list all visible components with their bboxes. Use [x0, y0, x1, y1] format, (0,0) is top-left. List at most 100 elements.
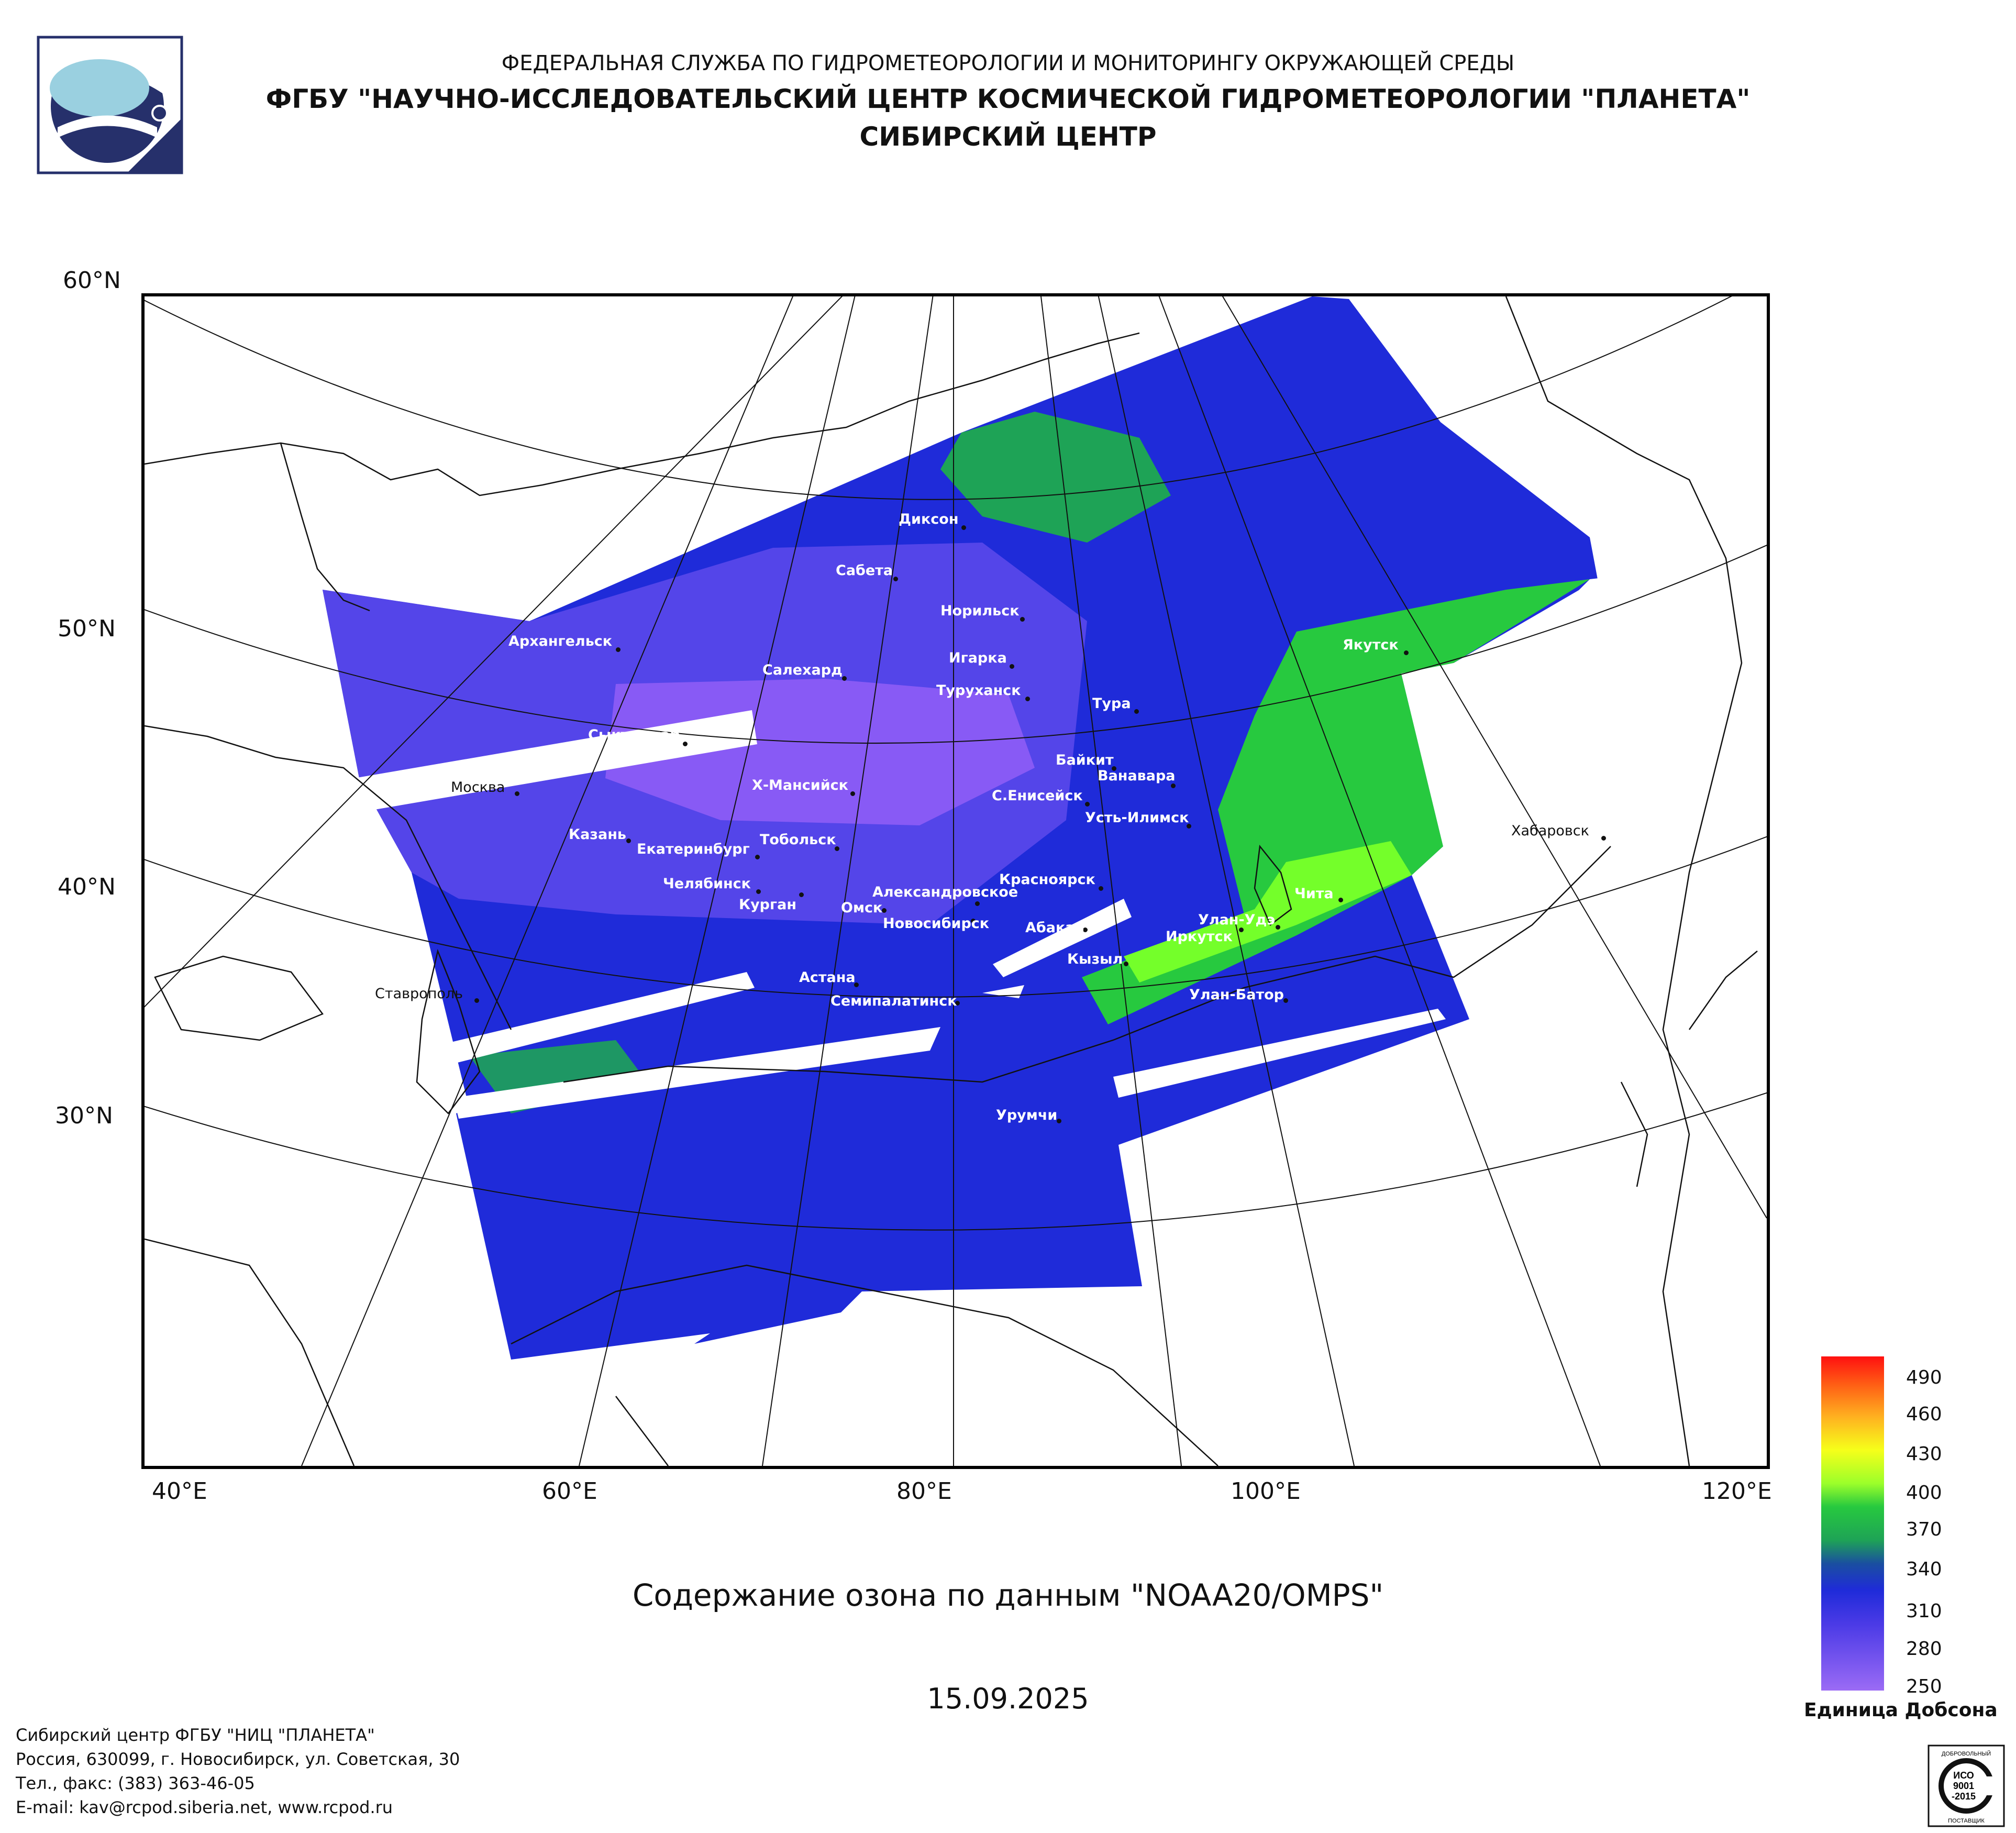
city-dot [893, 577, 898, 581]
legend-value-460: 460 [1906, 1404, 1942, 1425]
data-gap [1401, 558, 1767, 1466]
city-label-kurgan: Курган [739, 897, 796, 913]
center-title: СИБИРСКИЙ ЦЕНТР [859, 122, 1157, 152]
map-canvas [145, 296, 1767, 1466]
city-label-ust-ilimsk: Усть-Илимск [1085, 810, 1189, 826]
city-dot [1025, 697, 1030, 701]
svg-text:ДОБРОВОЛЬНЫЙ: ДОБРОВОЛЬНЫЙ [1942, 1750, 1991, 1757]
city-label-tobolsk: Тобольск [760, 832, 836, 848]
legend-value-340: 340 [1906, 1559, 1942, 1580]
footer-address: Россия, 630099, г. Новосибирск, ул. Сове… [16, 1749, 460, 1769]
meridian-90e [1040, 296, 1182, 1466]
himalaya-border [511, 1264, 1219, 1466]
parallel-50n [145, 544, 1767, 744]
city-label-kyzyl: Кызыл [1067, 951, 1123, 967]
map-subtitle: Содержание озона по данным "NOAA20/OMPS" [632, 1577, 1384, 1613]
city-dot [1057, 1119, 1061, 1123]
city-label-turukhansk: Туруханск [936, 682, 1021, 699]
city-label-dikson: Диксон [899, 511, 959, 527]
city-label-chelyabinsk: Челябинск [663, 876, 751, 892]
lon-label-60e: 60°E [542, 1478, 597, 1505]
ozone-high-east [1082, 579, 1590, 1024]
india-coast [615, 1396, 669, 1466]
city-label-igarka: Игарка [949, 650, 1007, 666]
city-dot [1187, 824, 1191, 829]
graticule [145, 296, 1767, 1466]
lon-label-100e: 100°E [1231, 1478, 1301, 1505]
city-dot [1083, 927, 1088, 932]
legend-value-490: 490 [1906, 1367, 1942, 1388]
city-dot [1171, 783, 1176, 788]
city-dot [1085, 802, 1090, 807]
city-dot [1134, 709, 1139, 714]
city-dot [616, 647, 621, 652]
lat-label-40n: 40°N [58, 874, 116, 900]
city-dot [799, 892, 804, 897]
city-label-aleksandrovskoe: Александровское [872, 884, 1018, 900]
lat-label-50n: 50°N [58, 615, 116, 642]
city-label-yakutsk: Якутск [1343, 637, 1399, 653]
footer-org: Сибирский центр ФГБУ "НИЦ "ПЛАНЕТА" [16, 1725, 375, 1745]
lon-label-80e: 80°E [896, 1478, 952, 1505]
lon-label-40e: 40°E [152, 1478, 207, 1505]
svg-text:ПОСТАВЩИК: ПОСТАВЩИК [1948, 1818, 1985, 1824]
city-label-sabeta: Сабета [836, 562, 893, 579]
ozone-swath [323, 296, 1767, 1466]
city-dot [842, 676, 847, 681]
city-dot [755, 855, 760, 859]
planeta-logo [37, 36, 183, 174]
legend-value-280: 280 [1906, 1638, 1942, 1660]
svg-text:ИСО: ИСО [1953, 1770, 1974, 1781]
footer-phone: Тел., факс: (383) 363-46-05 [16, 1773, 255, 1793]
city-dot [1124, 962, 1128, 966]
iso-certification-badge: ДОБРОВОЛЬНЫЙ ИСО 9001 -2015 ПОСТАВЩИК [1928, 1744, 2005, 1827]
city-dot [683, 742, 688, 746]
city-label-novosibirsk: Новосибирск [883, 915, 990, 932]
footer-email: E-mail: kav@rcpod.siberia.net, www.rcpod… [16, 1797, 393, 1817]
scandinavia-coast [280, 443, 370, 612]
city-dot [756, 889, 761, 894]
city-dot [1020, 617, 1025, 622]
data-gap [453, 1027, 940, 1119]
parallel-40n [145, 836, 1767, 998]
city-label-urumqi: Урумчи [996, 1107, 1058, 1123]
city-label-ulan-ude: Улан-Удэ [1198, 912, 1276, 928]
svg-text:-2015: -2015 [1952, 1791, 1976, 1802]
institute-title: ФГБУ "НАУЧНО-ИССЛЕДОВАТЕЛЬСКИЙ ЦЕНТР КОС… [265, 84, 1751, 114]
city-dot [626, 838, 631, 843]
city-label-khanty-mansiysk: Х-Мансийск [752, 777, 848, 793]
data-gap [354, 710, 757, 812]
map-date: 15.09.2025 [927, 1682, 1089, 1715]
city-label-moscow: Москва [451, 779, 505, 796]
legend-value-400: 400 [1906, 1482, 1942, 1504]
lon-label-120e: 120°E [1702, 1478, 1772, 1505]
city-dot [835, 846, 839, 851]
caspian-coast [416, 948, 481, 1114]
city-label-abakan: Абакан [1025, 920, 1085, 936]
city-label-baikit: Байкит [1056, 752, 1114, 768]
city-dot [515, 791, 519, 796]
ozone-lowest-core [605, 679, 1035, 825]
city-label-khabarovsk: Хабаровск [1511, 823, 1589, 839]
color-legend [1821, 1356, 1884, 1691]
meridian-60e [579, 296, 856, 1466]
legend-value-430: 430 [1906, 1443, 1942, 1465]
city-dot [961, 525, 966, 530]
city-dot [1112, 766, 1116, 771]
data-gap [993, 899, 1132, 977]
footer-contacts: Сибирский центр ФГБУ "НИЦ "ПЛАНЕТА" Росс… [16, 1723, 460, 1819]
ozone-high-north [940, 412, 1171, 543]
legend-value-250: 250 [1906, 1676, 1942, 1697]
meridian-110e [1158, 296, 1601, 1466]
legend-value-310: 310 [1906, 1600, 1942, 1622]
city-label-irkutsk: Иркутск [1166, 929, 1233, 945]
city-label-semipalatinsk: Семипалатинск [830, 993, 957, 1009]
city-label-salekhard: Салехард [762, 662, 843, 678]
arctic-coast [145, 332, 1140, 496]
coastlines [145, 296, 1758, 1466]
svg-text:9001: 9001 [1953, 1781, 1974, 1791]
pacific-coast [1505, 296, 1743, 1466]
city-label-s-eniseysk: С.Енисейск [992, 788, 1083, 804]
meridian-120e [1222, 296, 1767, 1219]
city-label-norilsk: Норильск [940, 603, 1020, 619]
